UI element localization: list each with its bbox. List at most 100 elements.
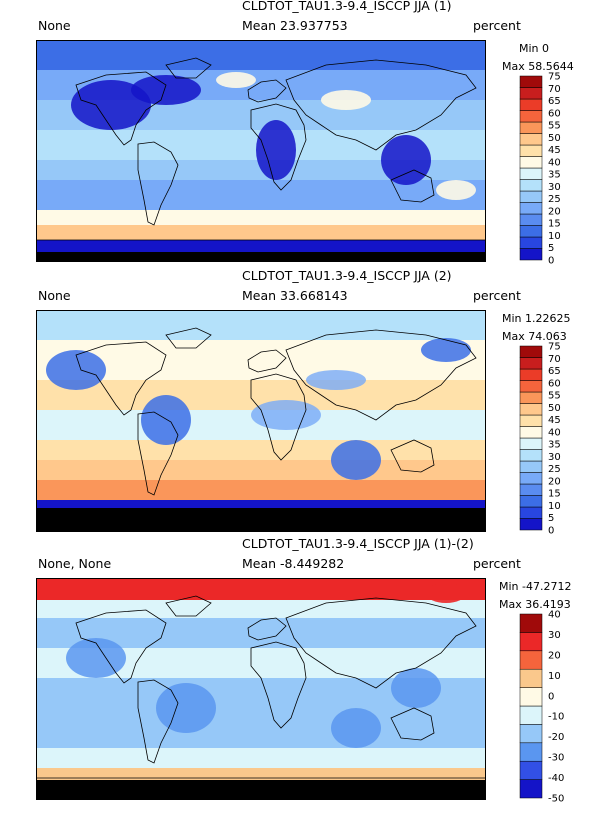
colorbar-tick-label: 15 xyxy=(548,219,561,230)
colorbar-tick-label: 25 xyxy=(548,464,561,475)
colorbar-tick-label: 70 xyxy=(548,354,561,365)
colorbar-swatch xyxy=(519,391,543,404)
coastline xyxy=(36,57,486,255)
colorbar-swatch xyxy=(519,414,543,427)
panel-difference: CLDTOT_TAU1.3-9.4_ISCCP JJA (1)-(2) None… xyxy=(0,536,606,810)
colorbar-tick-label: -40 xyxy=(548,773,564,784)
colorbar-tick-label: 10 xyxy=(548,231,561,242)
colorbar-tick-label: 40 xyxy=(548,157,561,168)
colorbar-swatch xyxy=(519,613,543,633)
colorbar-tick-label: 70 xyxy=(548,84,561,95)
panel-title: CLDTOT_TAU1.3-9.4_ISCCP JJA (1) xyxy=(242,0,452,13)
colorbar-tick-label: 65 xyxy=(548,366,561,377)
panel-title: CLDTOT_TAU1.3-9.4_ISCCP JJA (1)-(2) xyxy=(242,536,474,551)
colorbar-swatch xyxy=(519,724,543,744)
colorbar-swatch xyxy=(519,426,543,439)
colorbar-swatch xyxy=(519,156,543,169)
mean-label: Mean -8.449282 xyxy=(242,556,345,571)
colorbar-tick-label: 45 xyxy=(548,415,561,426)
colorbar-tick-label: 40 xyxy=(548,427,561,438)
panel-title: CLDTOT_TAU1.3-9.4_ISCCP JJA (2) xyxy=(242,268,452,283)
min-label: Min 0 xyxy=(519,42,550,55)
colorbar-tick-label: 0 xyxy=(548,691,554,702)
colorbar-swatch xyxy=(519,650,543,670)
colorbar-tick-label: -10 xyxy=(548,712,564,723)
world-map xyxy=(36,310,486,532)
coastline xyxy=(36,595,486,793)
colorbar-swatch xyxy=(519,380,543,393)
max-label: Max 74.063 xyxy=(502,330,567,343)
mean-label: Mean 23.937753 xyxy=(242,18,348,33)
colorbar-swatch xyxy=(519,213,543,226)
world-map xyxy=(36,578,486,800)
colorbar-tick-label: -20 xyxy=(548,732,564,743)
colorbar-swatch xyxy=(519,460,543,473)
colorbar: -50 -40 -30 -20 -10 0 10 20 30 40 xyxy=(519,610,564,805)
colorbar-swatch xyxy=(519,483,543,496)
colorbar-tick-label: 25 xyxy=(548,194,561,205)
colorbar-tick-label: 30 xyxy=(548,630,561,641)
min-label: Min -47.2712 xyxy=(499,580,572,593)
colorbar-tick-label: 60 xyxy=(548,108,561,119)
colorbar-swatch xyxy=(519,472,543,485)
colorbar-tick-label: 35 xyxy=(548,440,561,451)
colorbar-tick-label: -50 xyxy=(548,794,564,805)
colorbar-swatch xyxy=(519,518,543,531)
colorbar-swatch xyxy=(519,225,543,238)
coastline xyxy=(36,327,486,525)
colorbar-swatch xyxy=(519,632,543,652)
colorbar-swatch xyxy=(519,687,543,707)
colorbar-swatch xyxy=(519,668,543,688)
units-label: percent xyxy=(473,556,521,571)
colorbar-swatch xyxy=(519,742,543,762)
colorbar-swatch xyxy=(519,357,543,370)
variable-label: None xyxy=(38,288,71,303)
colorbar-swatch xyxy=(519,144,543,157)
colorbar-tick-label: 60 xyxy=(548,378,561,389)
colorbar-swatch xyxy=(519,368,543,381)
panel-observation: CLDTOT_TAU1.3-9.4_ISCCP JJA (2) None Mea… xyxy=(0,268,606,542)
colorbar-tick-label: 55 xyxy=(548,121,561,132)
colorbar-tick-label: 65 xyxy=(548,96,561,107)
colorbar-tick-label: 35 xyxy=(548,170,561,181)
colorbar-swatch xyxy=(519,506,543,519)
colorbar-swatch xyxy=(519,190,543,203)
colorbar-tick-label: 75 xyxy=(548,342,561,353)
colorbar-swatch xyxy=(519,110,543,123)
min-label: Min 1.22625 xyxy=(502,312,571,325)
colorbar-tick-label: 0 xyxy=(548,256,554,267)
colorbar-swatch xyxy=(519,248,543,261)
colorbar-swatch xyxy=(519,779,543,799)
colorbar-tick-label: 75 xyxy=(548,72,561,83)
colorbar-swatch xyxy=(519,202,543,215)
variable-label: None, None xyxy=(38,556,112,571)
max-label: Max 36.4193 xyxy=(499,598,571,611)
units-label: percent xyxy=(473,288,521,303)
colorbar-tick-label: 5 xyxy=(548,243,554,254)
colorbar-swatch xyxy=(519,449,543,462)
colorbar-swatch xyxy=(519,98,543,111)
colorbar-swatch xyxy=(519,437,543,450)
colorbar-tick-label: 30 xyxy=(548,182,561,193)
colorbar-tick-label: 55 xyxy=(548,391,561,402)
colorbar-swatch xyxy=(519,133,543,146)
colorbar-tick-label: 15 xyxy=(548,489,561,500)
colorbar-swatch xyxy=(519,760,543,780)
units-label: percent xyxy=(473,18,521,33)
colorbar-swatch xyxy=(519,121,543,134)
colorbar-tick-label: 0 xyxy=(548,526,554,537)
colorbar-swatch xyxy=(519,345,543,358)
colorbar-swatch xyxy=(519,167,543,180)
colorbar-tick-label: 30 xyxy=(548,452,561,463)
colorbar-tick-label: 40 xyxy=(548,610,561,621)
colorbar-swatch xyxy=(519,705,543,725)
world-map xyxy=(36,40,486,262)
colorbar-swatch xyxy=(519,403,543,416)
colorbar-swatch xyxy=(519,179,543,192)
colorbar-swatch xyxy=(519,87,543,100)
colorbar-tick-label: 10 xyxy=(548,501,561,512)
colorbar-swatch xyxy=(519,75,543,88)
colorbar-tick-label: 20 xyxy=(548,206,561,217)
